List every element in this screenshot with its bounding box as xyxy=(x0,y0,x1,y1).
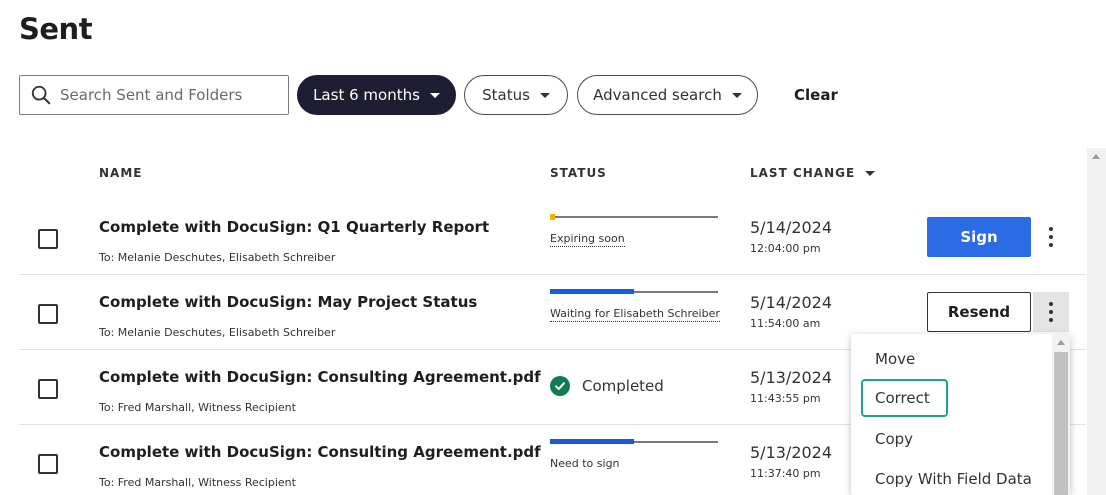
envelope-recipients: To: Melanie Deschutes, Elisabeth Schreib… xyxy=(99,326,336,339)
status-text: Need to sign xyxy=(550,457,620,470)
table-row[interactable]: Complete with DocuSign: May Project Stat… xyxy=(19,275,1086,350)
page-scrollbar[interactable] xyxy=(1087,148,1106,495)
kebab-menu-icon[interactable] xyxy=(1033,217,1069,257)
menu-item-correct[interactable]: Correct xyxy=(861,379,948,417)
status-text[interactable]: Waiting for Elisabeth Schreiber xyxy=(550,307,720,322)
row-checkbox[interactable] xyxy=(38,229,58,249)
menu-scrollbar-thumb[interactable] xyxy=(1054,352,1068,495)
last-change-time: 12:04:00 pm xyxy=(750,242,821,255)
status-progress-fill xyxy=(550,289,634,294)
resend-button[interactable]: Resend xyxy=(927,292,1031,332)
caret-down-icon xyxy=(731,92,742,98)
scroll-up-arrow-icon[interactable] xyxy=(1092,154,1100,159)
status-completed: Completed xyxy=(550,376,664,396)
column-header-last-change-label: LAST CHANGE xyxy=(750,166,856,180)
menu-item-copy[interactable]: Copy xyxy=(875,430,914,448)
row-actions-menu: Move Correct Copy Copy With Field Data xyxy=(851,334,1070,495)
status-progress-fill xyxy=(550,439,634,444)
row-checkbox[interactable] xyxy=(38,454,58,474)
sort-caret-icon xyxy=(865,170,876,176)
status-text: Completed xyxy=(582,377,664,395)
last-change-time: 11:54:00 am xyxy=(750,317,821,330)
last-change-date: 5/13/2024 xyxy=(750,443,833,462)
caret-down-icon xyxy=(539,92,550,98)
scroll-up-arrow-icon[interactable] xyxy=(1057,340,1065,345)
menu-item-move[interactable]: Move xyxy=(875,350,916,368)
status-filter-label: Status xyxy=(482,86,530,104)
caret-down-icon xyxy=(429,92,440,98)
sign-button[interactable]: Sign xyxy=(927,217,1031,257)
last-change-time: 11:43:55 pm xyxy=(750,392,821,405)
advanced-search-button[interactable]: Advanced search xyxy=(577,75,758,115)
menu-scrollbar[interactable] xyxy=(1052,334,1070,495)
column-header-status[interactable]: STATUS xyxy=(550,166,607,180)
clear-filters-button[interactable]: Clear xyxy=(794,86,838,104)
envelope-title[interactable]: Complete with DocuSign: Consulting Agree… xyxy=(99,368,541,386)
search-input[interactable] xyxy=(60,86,280,104)
last-change-date: 5/14/2024 xyxy=(750,218,833,237)
check-circle-icon xyxy=(550,376,570,396)
envelope-title[interactable]: Complete with DocuSign: May Project Stat… xyxy=(99,293,478,311)
envelope-title[interactable]: Complete with DocuSign: Consulting Agree… xyxy=(99,443,541,461)
status-progress-bar xyxy=(550,214,718,220)
status-progress-fill xyxy=(550,214,555,220)
date-range-filter-label: Last 6 months xyxy=(313,86,420,104)
row-checkbox[interactable] xyxy=(38,304,58,324)
row-checkbox[interactable] xyxy=(38,379,58,399)
search-icon xyxy=(31,85,51,105)
date-range-filter-button[interactable]: Last 6 months xyxy=(297,75,456,115)
last-change-time: 11:37:40 pm xyxy=(750,467,821,480)
envelope-title[interactable]: Complete with DocuSign: Q1 Quarterly Rep… xyxy=(99,218,490,236)
advanced-search-label: Advanced search xyxy=(593,86,722,104)
status-progress-bar xyxy=(550,289,718,294)
menu-item-copy-with-field-data[interactable]: Copy With Field Data xyxy=(875,470,1032,488)
envelope-recipients: To: Melanie Deschutes, Elisabeth Schreib… xyxy=(99,251,336,264)
page-title: Sent xyxy=(19,12,93,46)
table-row[interactable]: Complete with DocuSign: Consulting Agree… xyxy=(19,425,1086,495)
search-box[interactable] xyxy=(19,75,289,115)
envelope-recipients: To: Fred Marshall, Witness Recipient xyxy=(99,476,296,489)
envelope-recipients: To: Fred Marshall, Witness Recipient xyxy=(99,401,296,414)
status-progress-bar xyxy=(550,439,718,444)
status-text[interactable]: Expiring soon xyxy=(550,232,625,247)
kebab-menu-icon[interactable] xyxy=(1033,292,1069,332)
table-row[interactable]: Complete with DocuSign: Q1 Quarterly Rep… xyxy=(19,200,1086,275)
last-change-date: 5/14/2024 xyxy=(750,293,833,312)
column-header-name[interactable]: NAME xyxy=(99,166,143,180)
status-filter-button[interactable]: Status xyxy=(464,75,568,115)
last-change-date: 5/13/2024 xyxy=(750,368,833,387)
table-row[interactable]: Complete with DocuSign: Consulting Agree… xyxy=(19,350,1086,425)
column-header-last-change[interactable]: LAST CHANGE xyxy=(750,166,876,180)
